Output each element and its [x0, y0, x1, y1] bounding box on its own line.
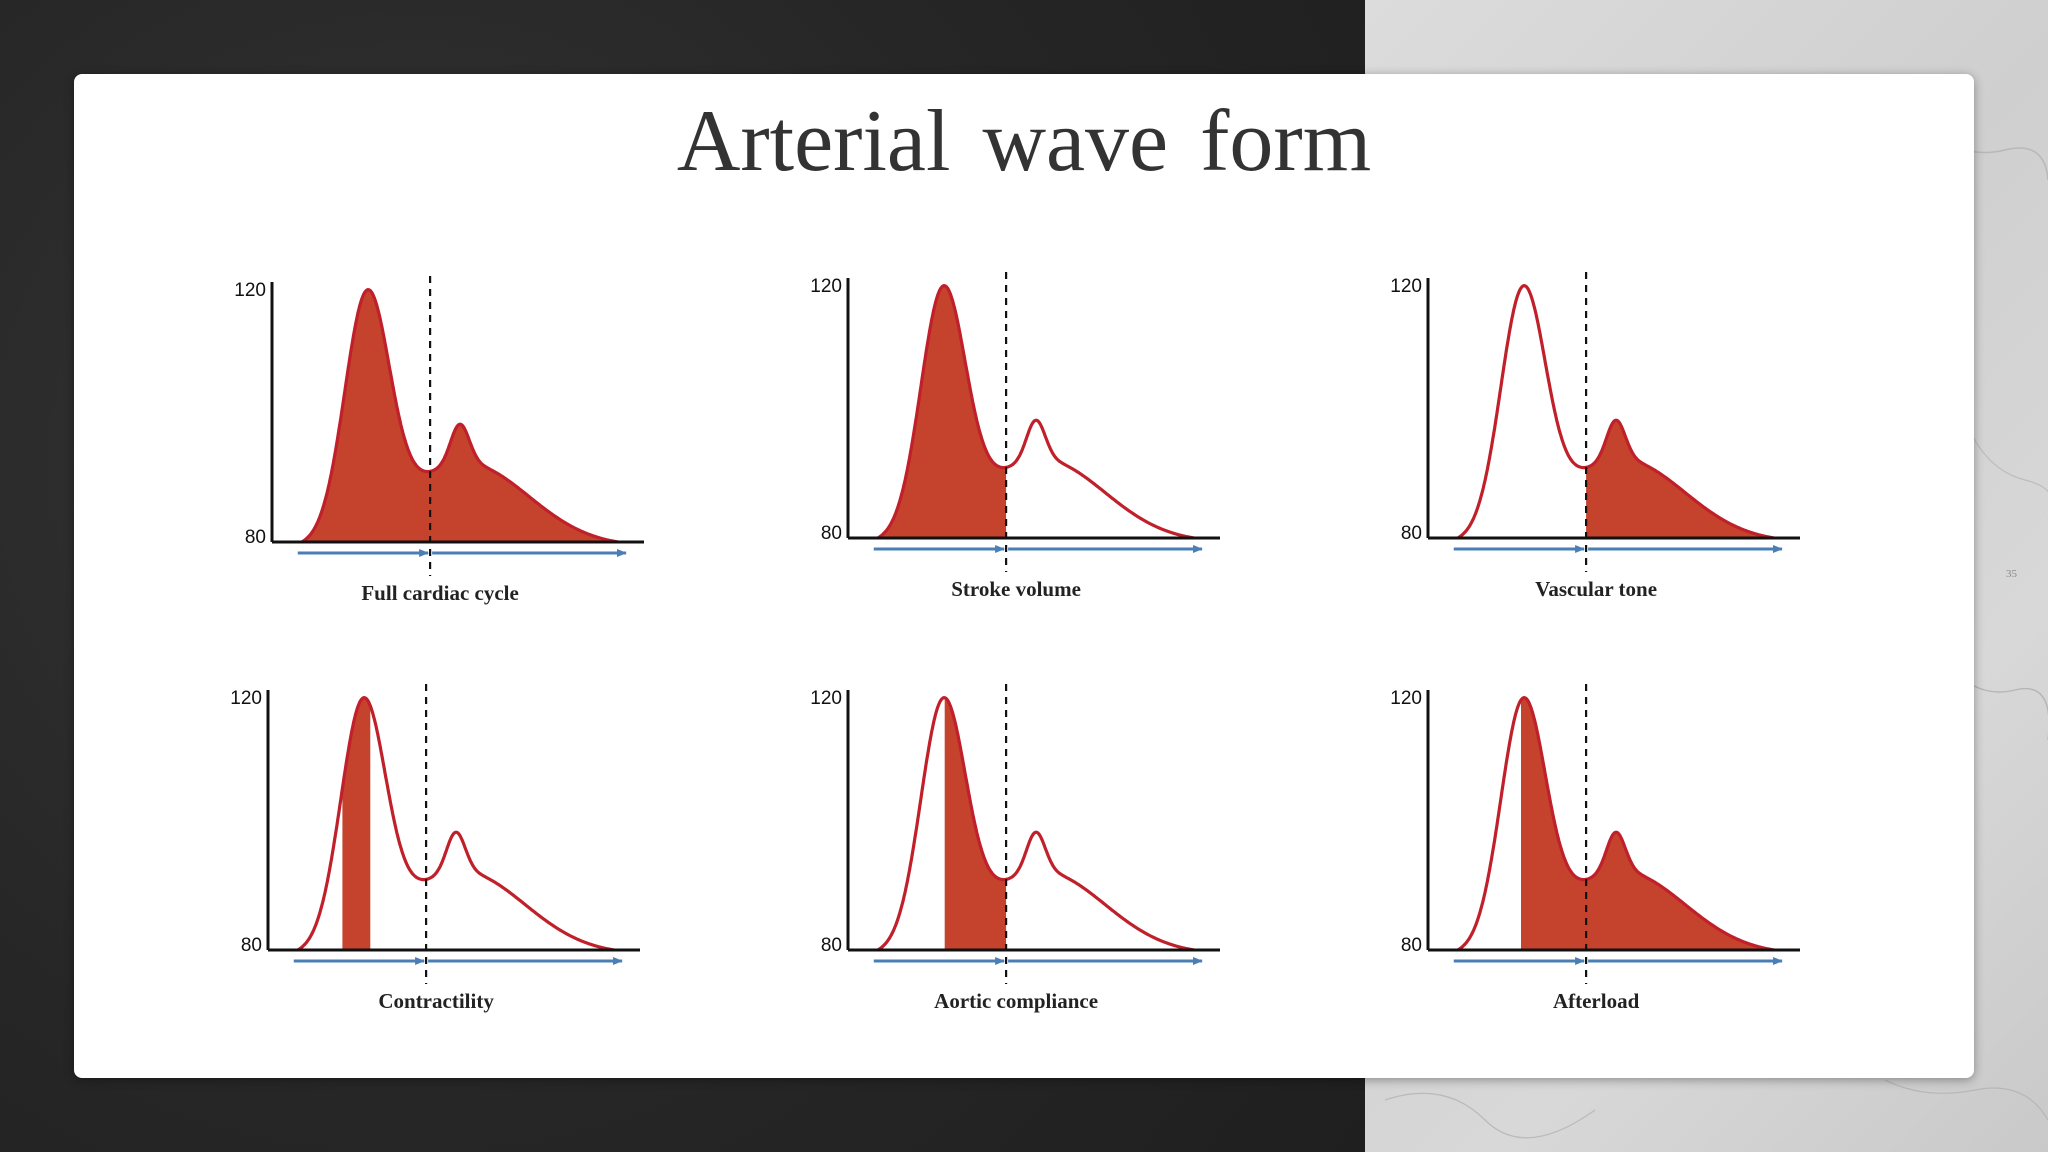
panel-caption: Contractility: [378, 989, 494, 1013]
pressure-curve: [1456, 696, 1775, 952]
y-tick-label-120: 120: [1390, 688, 1422, 709]
waveform-panel-4: 120 80 Contractility: [230, 684, 640, 1013]
waveform-panel-2: 120 80 Stroke volume: [810, 272, 1220, 601]
shaded-area: [1586, 420, 1774, 538]
panel-caption: Afterload: [1553, 989, 1640, 1013]
y-tick-label-80: 80: [245, 527, 266, 548]
shaded-area: [877, 285, 1007, 538]
y-tick-label-80: 80: [1401, 523, 1422, 544]
pressure-curve: [300, 288, 619, 544]
pressure-curve: [876, 284, 1195, 540]
y-tick-label-80: 80: [241, 935, 262, 956]
shaded-area: [301, 289, 618, 542]
pressure-curve: [876, 696, 1195, 952]
y-tick-label-120: 120: [810, 276, 842, 297]
y-tick-label-120: 120: [230, 688, 262, 709]
shaded-area: [944, 697, 1007, 950]
panel-caption: Full cardiac cycle: [361, 581, 518, 605]
y-tick-label-120: 120: [810, 688, 842, 709]
panel-caption: Vascular tone: [1535, 577, 1657, 601]
waveform-panel-1: 120 80 Full cardiac cycle: [234, 276, 644, 605]
waveform-panel-5: 120 80 Aortic compliance: [810, 684, 1220, 1013]
waveform-panel-3: 120 80 Vascular tone: [1390, 272, 1800, 601]
y-tick-label-120: 120: [234, 280, 266, 301]
shaded-area: [342, 697, 371, 950]
waveform-panel-6: 120 80 Afterload: [1390, 684, 1800, 1013]
y-tick-label-80: 80: [821, 935, 842, 956]
page-number: 35: [2006, 568, 2017, 580]
pressure-curve: [296, 696, 615, 952]
slide-title: Arterial wave form: [676, 93, 1372, 190]
shaded-area: [1521, 697, 1774, 950]
y-tick-label-80: 80: [1401, 935, 1422, 956]
panel-caption: Stroke volume: [951, 577, 1081, 601]
y-tick-label-80: 80: [821, 523, 842, 544]
pressure-curve: [1456, 284, 1775, 540]
y-tick-label-120: 120: [1390, 276, 1422, 297]
panel-caption: Aortic compliance: [934, 989, 1098, 1013]
